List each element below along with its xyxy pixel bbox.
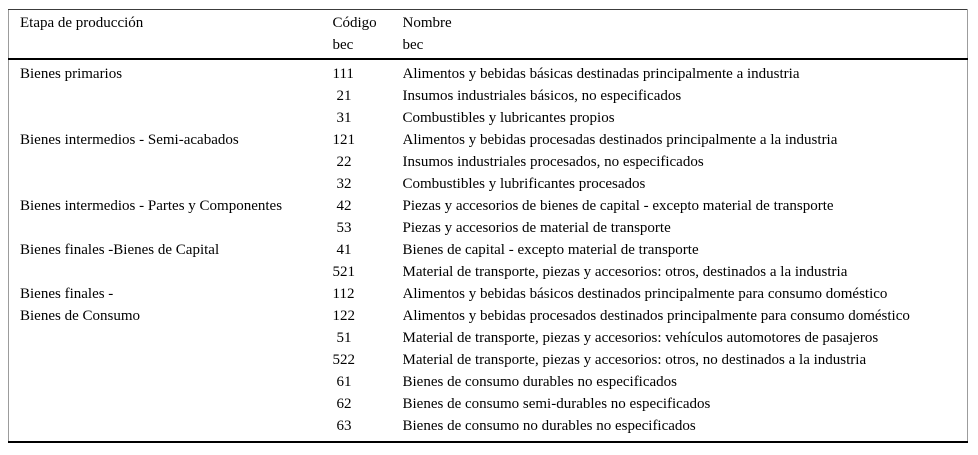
table-row: Bienes primarios 111 Alimentos y bebidas…: [9, 59, 968, 85]
codigo-cell: 22: [336, 154, 352, 170]
etapa-cell: Bienes intermedios - Partes y Componente…: [20, 198, 283, 214]
etapa-cell: [9, 85, 333, 107]
nombre-cell: Alimentos y bebidas básicos destinados p…: [402, 286, 888, 302]
bec-classification-table: Etapa de producción Código bec Nombre be…: [8, 9, 968, 443]
codigo-cell: 61: [336, 374, 352, 390]
table-row: Bienes finales - 112 Alimentos y bebidas…: [9, 283, 968, 305]
header-nombre-line2: bec: [402, 37, 424, 53]
etapa-cell: [9, 107, 333, 129]
table-row: 51 Material de transporte, piezas y acce…: [9, 327, 968, 349]
nombre-cell: Material de transporte, piezas y accesor…: [402, 264, 848, 280]
etapa-cell: [9, 217, 333, 239]
table-row: 21 Insumos industriales básicos, no espe…: [9, 85, 968, 107]
codigo-cell: 41: [336, 242, 352, 258]
codigo-cell: 522: [332, 352, 356, 368]
codigo-cell: 121: [332, 132, 356, 148]
codigo-cell: 122: [332, 308, 356, 324]
nombre-cell: Combustibles y lubrificantes procesados: [402, 176, 646, 192]
codigo-cell: 31: [336, 110, 352, 126]
codigo-cell: 51: [336, 330, 352, 346]
table-row: 63 Bienes de consumo no durables no espe…: [9, 415, 968, 442]
codigo-cell: 21: [336, 88, 352, 104]
table-row: 53 Piezas y accesorios de material de tr…: [9, 217, 968, 239]
etapa-cell: [9, 327, 333, 349]
nombre-cell: Bienes de consumo durables no especifica…: [402, 374, 678, 390]
table-row: 31 Combustibles y lubricantes propios: [9, 107, 968, 129]
codigo-cell: 53: [336, 220, 352, 236]
etapa-cell: [9, 393, 333, 415]
column-header-nombre: Nombre bec: [402, 9, 968, 60]
nombre-cell: Bienes de capital - excepto material de …: [402, 242, 699, 258]
nombre-cell: Material de transporte, piezas y accesor…: [402, 330, 879, 346]
codigo-cell: 63: [336, 418, 352, 434]
column-header-etapa: Etapa de producción: [8, 9, 333, 60]
table-row: 62 Bienes de consumo semi-durables no es…: [9, 393, 968, 415]
nombre-cell: Insumos industriales básicos, no especif…: [402, 88, 682, 104]
codigo-cell: 111: [332, 66, 354, 82]
nombre-cell: Combustibles y lubricantes propios: [402, 110, 615, 126]
etapa-cell: Bienes primarios: [20, 66, 123, 82]
codigo-cell: 112: [332, 286, 355, 302]
header-row: Etapa de producción Código bec Nombre be…: [8, 9, 968, 60]
etapa-cell: Bienes intermedios - Semi-acabados: [20, 132, 239, 148]
header-codigo-line2: bec: [332, 37, 354, 53]
etapa-cell: [9, 261, 333, 283]
header-codigo-line1: Código: [332, 15, 377, 31]
nombre-cell: Bienes de consumo no durables no especif…: [402, 418, 696, 434]
table-row: Bienes intermedios - Semi-acabados 121 A…: [9, 129, 968, 151]
nombre-cell: Material de transporte, piezas y accesor…: [402, 352, 867, 368]
codigo-cell: 32: [336, 176, 352, 192]
table-row: Bienes finales -Bienes de Capital 41 Bie…: [9, 239, 968, 261]
nombre-cell: Alimentos y bebidas básicas destinadas p…: [402, 66, 800, 82]
table-row: 22 Insumos industriales procesados, no e…: [9, 151, 968, 173]
table-row: Bienes de Consumo 122 Alimentos y bebida…: [9, 305, 968, 327]
etapa-cell: [9, 371, 333, 393]
etapa-cell: [9, 173, 333, 195]
table-row: 521 Material de transporte, piezas y acc…: [9, 261, 968, 283]
nombre-cell: Insumos industriales procesados, no espe…: [402, 154, 704, 170]
etapa-cell: [9, 151, 333, 173]
header-nombre-line1: Nombre: [402, 15, 452, 31]
etapa-cell: Bienes finales -: [20, 286, 114, 302]
etapa-cell: [9, 349, 333, 371]
table-header: Etapa de producción Código bec Nombre be…: [8, 9, 968, 60]
nombre-cell: Bienes de consumo semi-durables no espec…: [402, 396, 711, 412]
etapa-cell: Bienes de Consumo: [20, 308, 140, 324]
nombre-cell: Alimentos y bebidas procesadas destinado…: [402, 132, 838, 148]
codigo-cell: 42: [336, 198, 352, 214]
table-row: 61 Bienes de consumo durables no especif…: [9, 371, 968, 393]
table-row: 522 Material de transporte, piezas y acc…: [9, 349, 968, 371]
nombre-cell: Piezas y accesorios de bienes de capital…: [402, 198, 834, 214]
etapa-cell: [9, 415, 333, 442]
table-row: Bienes intermedios - Partes y Componente…: [9, 195, 968, 217]
nombre-cell: Alimentos y bebidas procesados destinado…: [402, 308, 910, 324]
column-header-codigo: Código bec: [332, 9, 403, 60]
codigo-cell: 521: [332, 264, 356, 280]
codigo-cell: 62: [336, 396, 352, 412]
header-etapa-line1: Etapa de producción: [20, 15, 144, 31]
table-row: 32 Combustibles y lubrificantes procesad…: [9, 173, 968, 195]
etapa-cell: Bienes finales -Bienes de Capital: [20, 242, 220, 258]
table-body: Bienes primarios 111 Alimentos y bebidas…: [9, 59, 968, 442]
nombre-cell: Piezas y accesorios de material de trans…: [402, 220, 671, 236]
